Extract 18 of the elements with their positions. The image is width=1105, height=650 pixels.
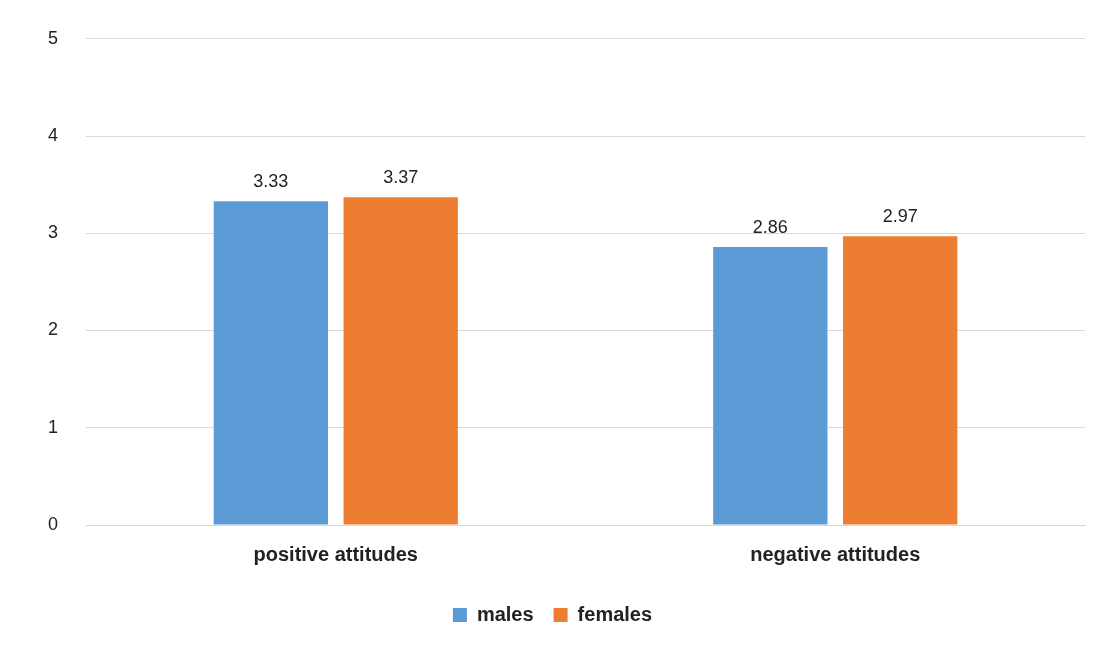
data-label: 3.37: [383, 167, 419, 188]
data-label: 2.86: [752, 216, 788, 237]
y-tick-label: 0: [48, 513, 59, 534]
bar: [843, 236, 958, 525]
y-tick-label: 2: [48, 319, 59, 340]
y-tick-label: 1: [48, 416, 59, 437]
bar: [713, 246, 828, 525]
legend-label: females: [577, 602, 653, 625]
data-label: 3.33: [253, 171, 289, 192]
y-tick-label: 3: [48, 222, 59, 243]
y-tick-label: 5: [48, 27, 59, 48]
x-tick-label: negative attitudes: [750, 542, 921, 565]
bar: [343, 197, 458, 525]
y-tick-label: 4: [48, 125, 59, 146]
data-label: 2.97: [882, 206, 918, 227]
x-tick-label: positive attitudes: [253, 542, 418, 565]
legend-label: males: [476, 602, 534, 625]
bar: [213, 201, 328, 525]
